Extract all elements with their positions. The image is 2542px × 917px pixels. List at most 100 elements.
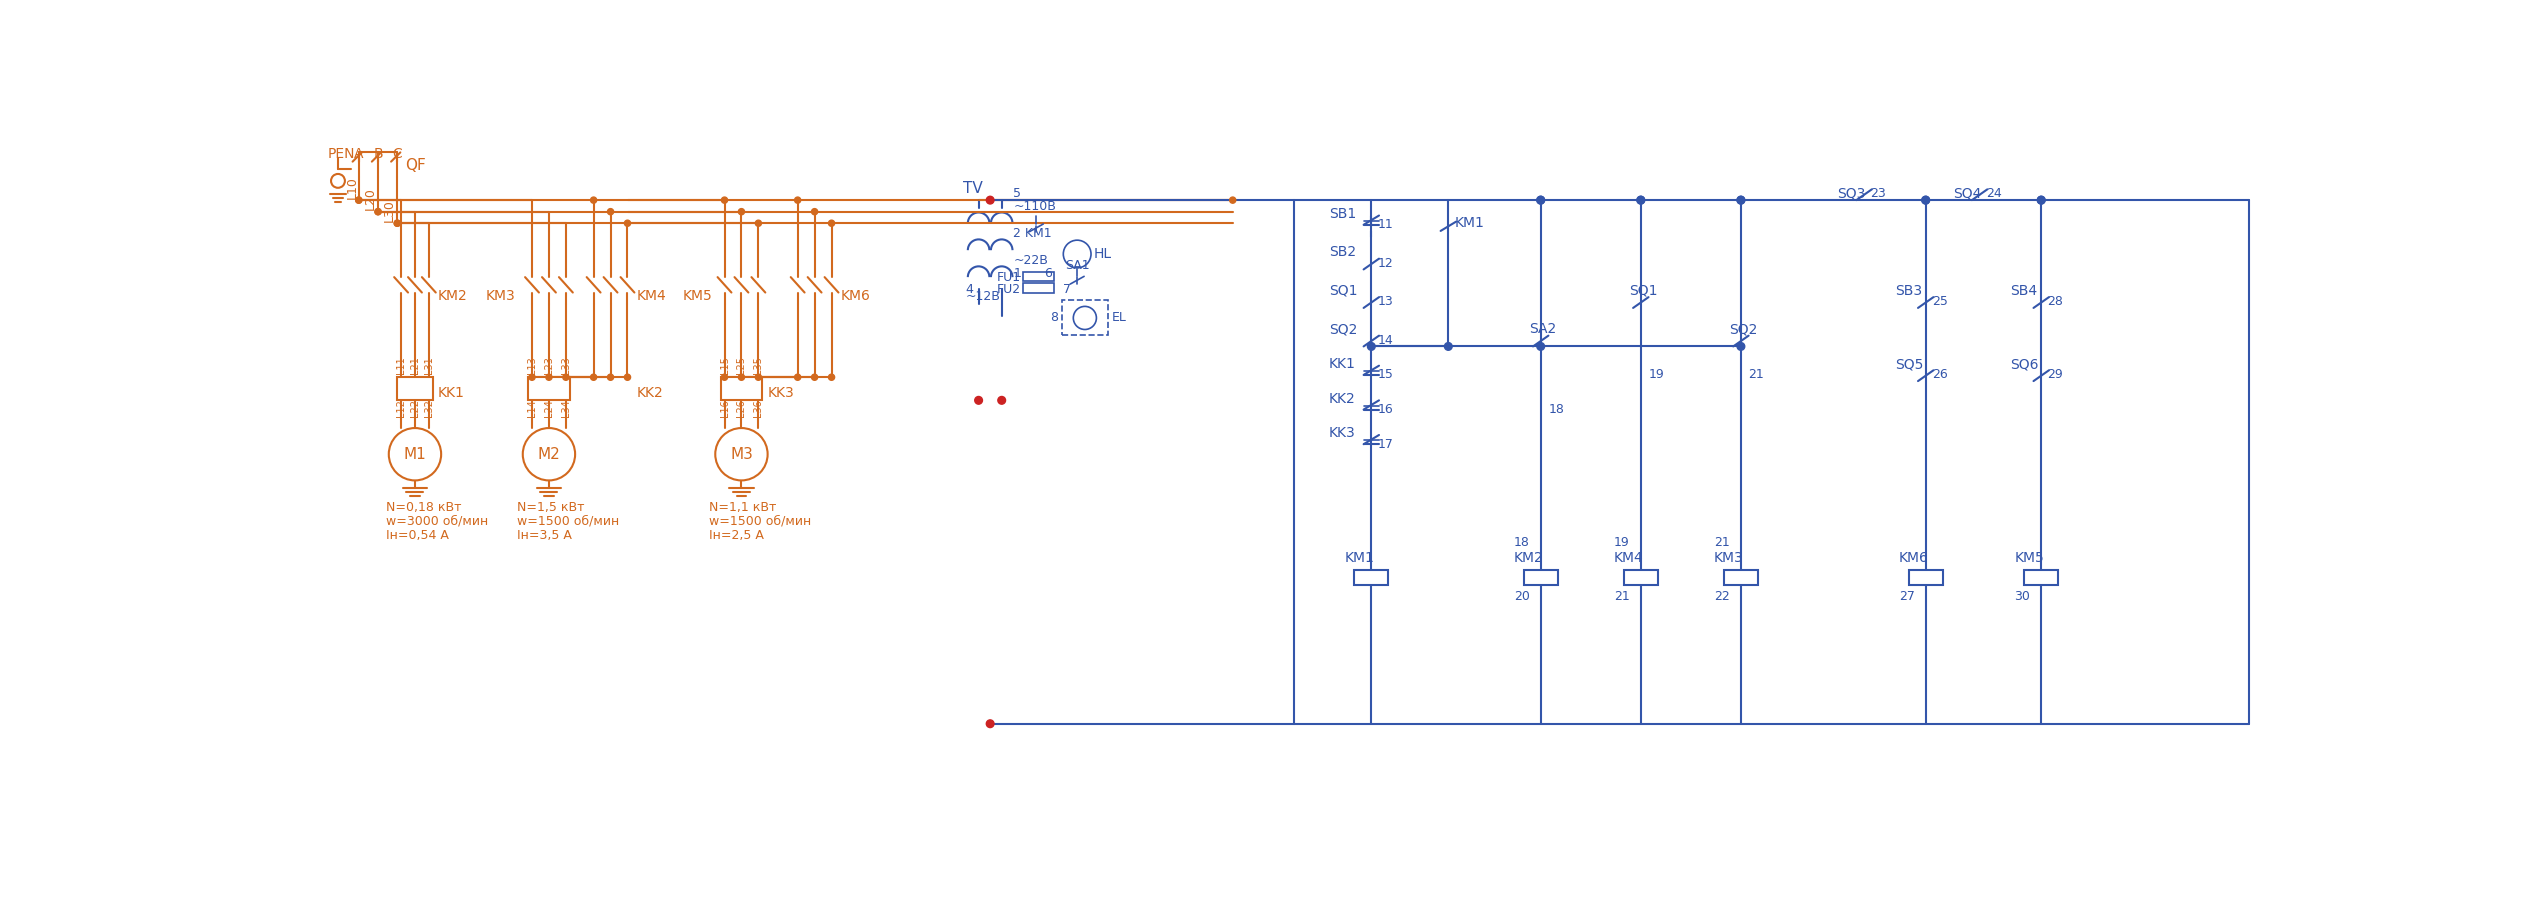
Text: 21: 21 — [1749, 369, 1764, 381]
Text: Iн=2,5 А: Iн=2,5 А — [709, 528, 765, 542]
Bar — [719, 377, 763, 401]
Text: B: B — [374, 147, 384, 160]
Text: KM6: KM6 — [841, 290, 872, 304]
Circle shape — [1538, 343, 1546, 350]
Text: SQ2: SQ2 — [1729, 323, 1757, 337]
Text: SA1: SA1 — [1065, 260, 1091, 272]
Bar — [1523, 569, 1558, 585]
Text: L15: L15 — [719, 357, 730, 374]
Circle shape — [394, 220, 399, 226]
Circle shape — [608, 208, 613, 215]
Text: 2 KM1: 2 KM1 — [1014, 226, 1052, 239]
Circle shape — [811, 374, 819, 381]
Circle shape — [1538, 196, 1546, 204]
Text: N=1,1 кВт: N=1,1 кВт — [709, 501, 775, 514]
Bar — [1723, 569, 1759, 585]
Text: 22: 22 — [1713, 591, 1729, 603]
Text: 13: 13 — [1378, 295, 1393, 308]
Text: SA2: SA2 — [1530, 323, 1556, 337]
Circle shape — [796, 374, 801, 381]
Text: KM1: KM1 — [1345, 551, 1375, 565]
Circle shape — [829, 374, 834, 381]
Text: w=3000 об/мин: w=3000 об/мин — [386, 514, 488, 527]
Circle shape — [1368, 343, 1375, 350]
Circle shape — [1538, 196, 1546, 204]
Text: FU2: FU2 — [996, 283, 1019, 296]
Text: Iн=0,54 А: Iн=0,54 А — [386, 528, 447, 542]
Text: 27: 27 — [1899, 591, 1914, 603]
Text: 19: 19 — [1650, 369, 1665, 381]
Circle shape — [1736, 196, 1744, 204]
Circle shape — [625, 220, 630, 226]
Text: 25: 25 — [1932, 295, 1947, 308]
Text: KK2: KK2 — [1329, 392, 1355, 406]
Circle shape — [330, 174, 346, 188]
Text: L12: L12 — [397, 400, 407, 417]
Text: SQ3: SQ3 — [1838, 187, 1866, 201]
Text: 21: 21 — [1614, 591, 1629, 603]
Text: 17: 17 — [1378, 437, 1393, 451]
Text: L24: L24 — [544, 400, 554, 417]
Text: L31: L31 — [425, 357, 435, 374]
Text: KM3: KM3 — [486, 290, 516, 304]
Circle shape — [547, 374, 552, 381]
Text: L25: L25 — [737, 356, 747, 374]
Text: 18: 18 — [1548, 403, 1563, 416]
Text: SB1: SB1 — [1329, 207, 1357, 221]
Circle shape — [356, 197, 361, 204]
Circle shape — [1444, 343, 1451, 350]
Text: PEN: PEN — [328, 147, 356, 160]
Text: 21: 21 — [1713, 536, 1729, 549]
Circle shape — [374, 208, 381, 215]
Circle shape — [755, 220, 763, 226]
Text: C: C — [391, 147, 402, 160]
Text: L34: L34 — [562, 400, 572, 417]
Circle shape — [722, 197, 727, 204]
Text: 18: 18 — [1512, 536, 1530, 549]
Circle shape — [529, 374, 534, 381]
Text: FU1: FU1 — [996, 271, 1019, 284]
Text: SQ4: SQ4 — [1952, 187, 1980, 201]
Text: 11: 11 — [1378, 218, 1393, 231]
Text: Iн=3,5 А: Iн=3,5 А — [516, 528, 572, 542]
Bar — [1355, 569, 1388, 585]
Text: 28: 28 — [2046, 295, 2064, 308]
Text: 14: 14 — [1378, 334, 1393, 347]
Text: L35: L35 — [752, 357, 763, 374]
Text: 16: 16 — [1378, 403, 1393, 416]
Text: SB4: SB4 — [2011, 284, 2039, 298]
Text: SQ2: SQ2 — [1329, 323, 1357, 337]
Text: HL: HL — [1093, 247, 1113, 261]
Bar — [1024, 283, 1055, 293]
Text: ~12В: ~12В — [966, 290, 1002, 303]
Circle shape — [1230, 197, 1235, 204]
Circle shape — [590, 374, 597, 381]
Circle shape — [1922, 196, 1929, 204]
Bar — [1909, 569, 1942, 585]
Text: L16: L16 — [719, 400, 730, 417]
Text: 8: 8 — [1050, 312, 1057, 325]
Circle shape — [986, 196, 994, 204]
Text: KK2: KK2 — [636, 386, 663, 400]
Text: 23: 23 — [1871, 187, 1886, 201]
Circle shape — [811, 208, 819, 215]
Text: KK1: KK1 — [437, 386, 465, 400]
Text: KM2: KM2 — [437, 290, 468, 304]
Circle shape — [590, 197, 597, 204]
Text: L26: L26 — [737, 400, 747, 417]
Circle shape — [986, 720, 994, 727]
Text: w=1500 об/мин: w=1500 об/мин — [516, 514, 618, 527]
Text: 29: 29 — [2046, 369, 2064, 381]
Circle shape — [562, 374, 569, 381]
Text: L13: L13 — [526, 357, 536, 374]
Circle shape — [1073, 306, 1096, 329]
Text: L23: L23 — [544, 357, 554, 374]
Text: L21: L21 — [409, 357, 419, 374]
Text: SQ6: SQ6 — [2011, 357, 2039, 371]
Text: 26: 26 — [1932, 369, 1947, 381]
Text: L33: L33 — [562, 357, 572, 374]
Circle shape — [394, 220, 399, 226]
Circle shape — [722, 374, 727, 381]
Text: 12: 12 — [1378, 257, 1393, 270]
Text: KM6: KM6 — [1899, 551, 1929, 565]
